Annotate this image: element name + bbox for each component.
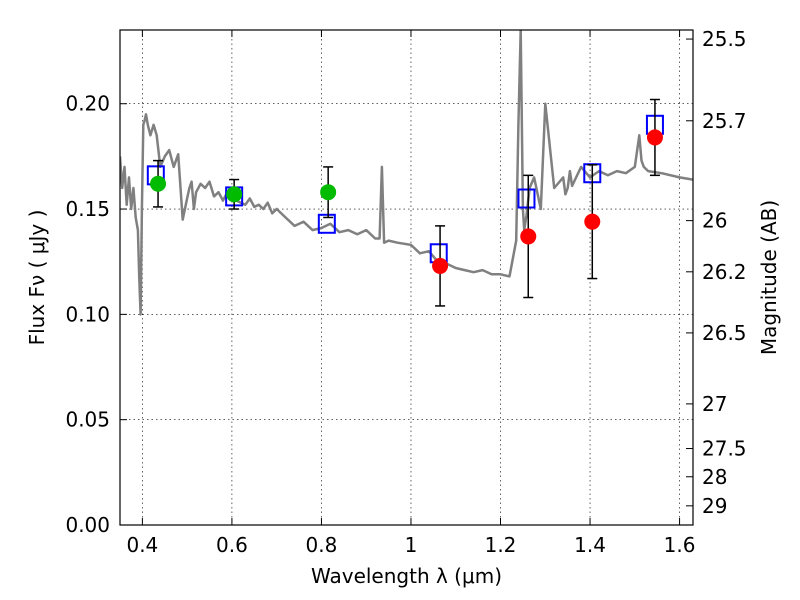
y-tick-label: 0.10 xyxy=(65,302,110,326)
observed-point xyxy=(432,257,449,274)
y-tick-label: 0.05 xyxy=(65,408,110,432)
plot-frame xyxy=(119,29,694,526)
x-tick-label: 0.8 xyxy=(306,533,338,557)
y-tick-label: 0.15 xyxy=(65,197,110,221)
x-axis-label: Wavelength λ (μm) xyxy=(311,564,502,588)
x-tick-label: 0.6 xyxy=(216,533,248,557)
right-tick-label: 26.2 xyxy=(702,260,747,284)
x-tick-label: 1.4 xyxy=(574,533,606,557)
axis-ticks: 0.4 0.6 0.8 1 1.2 1.4 1.6 0.00 0.05 0.10 0.15 0.20 2… xyxy=(65,27,746,557)
x-tick-label: 0.4 xyxy=(126,533,158,557)
sed-model-line xyxy=(120,30,693,316)
x-tick-label: 1.2 xyxy=(485,533,517,557)
right-tick-label: 25.5 xyxy=(702,27,747,51)
series-group xyxy=(120,30,693,316)
y-tick-label: 0.00 xyxy=(65,513,110,537)
y-axis-label: Flux Fν ( μJy ) xyxy=(25,210,49,346)
right-axis-label: Magnitude (AB) xyxy=(757,200,781,355)
x-tick-label: 1.6 xyxy=(664,533,696,557)
observed-point xyxy=(520,228,537,245)
right-tick-label: 26 xyxy=(702,209,727,233)
plot-area xyxy=(120,30,693,316)
observed-point xyxy=(646,129,663,146)
model-photometry-square xyxy=(317,213,336,234)
right-tick-label: 29 xyxy=(702,494,727,518)
y-tick-label: 0.20 xyxy=(65,92,110,116)
x-tick-label: 1 xyxy=(405,533,418,557)
observed-point xyxy=(226,186,243,203)
observed-point xyxy=(584,213,601,230)
right-tick-label: 28 xyxy=(702,465,727,489)
observed-point xyxy=(320,184,337,201)
observed-point xyxy=(150,175,167,192)
model-photometry-square xyxy=(517,188,536,209)
right-tick-label: 25.7 xyxy=(702,109,747,133)
right-tick-label: 27 xyxy=(702,392,727,416)
right-tick-label: 26.5 xyxy=(702,321,747,345)
grid xyxy=(120,30,693,525)
right-tick-label: 27.5 xyxy=(702,437,747,461)
